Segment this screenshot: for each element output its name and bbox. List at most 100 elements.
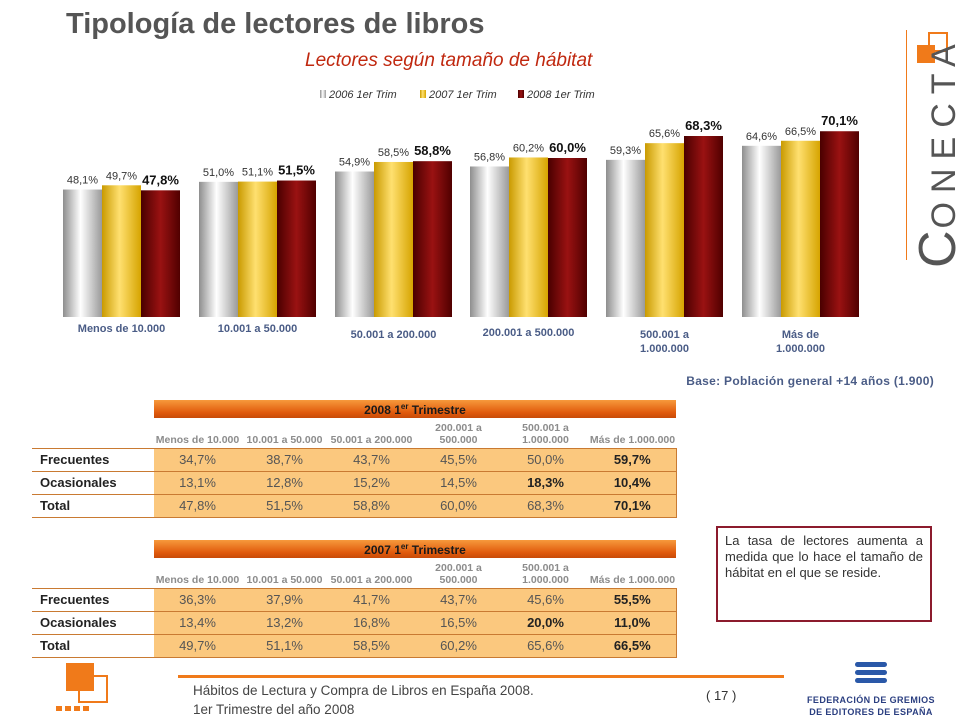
col-header: Menos de 10.000 [155, 573, 240, 586]
data-label: 60,2% [513, 142, 544, 154]
row-label: Total [32, 633, 154, 658]
federation-line2: DE EDITORES DE ESPAÑA [809, 707, 933, 717]
row-label: Ocasionales [32, 470, 154, 494]
row-label: Ocasionales [32, 610, 154, 634]
data-label: 51,0% [203, 167, 234, 179]
col-header: 200.001 a 500.000 [435, 421, 482, 446]
page-number: ( 17 ) [706, 688, 737, 703]
bar-2007 [645, 143, 684, 317]
data-label: 60,0% [549, 140, 586, 155]
data-label: 54,9% [339, 157, 370, 169]
category-label: Más de 1.000.000 [776, 329, 825, 355]
footer-logo-square [66, 663, 94, 691]
data-label: 49,7% [106, 170, 137, 182]
col-header: 50.001 a 200.000 [330, 433, 413, 446]
table-cell: 51,1% [241, 633, 328, 658]
table-cell: 58,8% [328, 493, 415, 518]
legend-swatch [518, 90, 524, 98]
table-cell: 41,7% [328, 587, 415, 611]
bar-2006 [470, 166, 509, 317]
table-cell: 45,5% [415, 447, 502, 471]
table-row: Total 47,8% 51,5% 58,8% 60,0% 68,3% 70,1% [32, 493, 677, 518]
bar-2006 [199, 181, 238, 317]
data-label: 65,6% [649, 128, 680, 140]
col-header: 10.001 a 50.000 [246, 433, 323, 446]
data-label: 51,1% [242, 167, 273, 179]
row-label: Total [32, 493, 154, 518]
table-row: Ocasionales 13,4% 13,2% 16,8% 16,5% 20,0% 11,0… [32, 610, 677, 634]
table-cell: 50,0% [502, 447, 589, 471]
footer-logo-dots [56, 706, 90, 711]
table-cell: 20,0% [502, 610, 589, 634]
bar-2008 [413, 161, 452, 317]
table-row: Ocasionales 13,1% 12,8% 15,2% 14,5% 18,3% 10,4… [32, 470, 677, 494]
col-header: Menos de 10.000 [155, 433, 240, 446]
legend-swatch [320, 90, 326, 98]
footer-line1: Hábitos de Lectura y Compra de Libros en… [193, 683, 534, 698]
table-cell: 49,7% [154, 633, 241, 658]
base-note: Base: Población general +14 años (1.900) [686, 374, 934, 388]
data-label: 64,6% [746, 131, 777, 143]
table-cell: 55,5% [589, 587, 677, 611]
table-cell: 43,7% [415, 587, 502, 611]
table-2008: 2008 1er Trimestre Menos de 10.000 10.00… [32, 400, 677, 518]
bar-2006 [335, 171, 374, 317]
data-label: 47,8% [142, 172, 179, 187]
federation-mark-icon [851, 660, 891, 690]
brand-line [906, 30, 907, 260]
row-label: Frecuentes [32, 447, 154, 471]
chart-subtitle: Lectores según tamaño de hábitat [305, 50, 593, 71]
col-header: Más de 1.000.000 [589, 433, 676, 446]
bar-2008 [684, 136, 723, 317]
table-cell: 58,5% [328, 633, 415, 658]
row-label: Frecuentes [32, 587, 154, 611]
bar-chart: 2006 1er Trim 2007 1er Trim 2008 1er Trim … [63, 89, 859, 355]
table-cell: 12,8% [241, 470, 328, 494]
bar-2006 [63, 189, 102, 317]
legend-label: 2006 1er Trim [328, 89, 397, 101]
table-cell: 13,1% [154, 470, 241, 494]
bar-2007 [509, 157, 548, 317]
footer-divider [178, 675, 784, 678]
data-label: 66,5% [785, 126, 816, 138]
bar-2008 [820, 131, 859, 317]
table-cell: 11,0% [589, 610, 677, 634]
brand-square-filled [917, 45, 935, 63]
data-label: 58,8% [414, 143, 451, 158]
table-cell: 16,5% [415, 610, 502, 634]
table-cell: 36,3% [154, 587, 241, 611]
data-label: 70,1% [821, 113, 858, 128]
legend-label: 2008 1er Trim [526, 89, 595, 101]
table-2008-band: 2008 1er Trimestre [154, 400, 676, 418]
brand-initial: C [909, 228, 960, 268]
col-header: Más de 1.000.000 [589, 573, 676, 586]
col-header: 50.001 a 200.000 [330, 573, 413, 586]
bar-2006 [742, 145, 781, 317]
table-cell: 15,2% [328, 470, 415, 494]
data-label: 58,5% [378, 147, 409, 159]
data-label: 51,5% [278, 163, 315, 178]
data-label: 59,3% [610, 145, 641, 157]
table-cell: 66,5% [589, 633, 677, 658]
col-header: 200.001 a 500.000 [435, 561, 482, 586]
federation-logo: FEDERACIÓN DE GREMIOS DE EDITORES DE ESP… [806, 660, 936, 718]
page-title: Tipología de lectores de libros [66, 8, 485, 40]
bar-2006 [606, 159, 645, 317]
data-label: 68,3% [685, 118, 722, 133]
bar-2007 [102, 185, 141, 317]
category-label: 50.001 a 200.000 [351, 329, 437, 341]
table-cell: 70,1% [589, 493, 677, 518]
category-label: Menos de 10.000 [78, 323, 165, 335]
bar-2008 [277, 180, 316, 317]
bar-2007 [781, 140, 820, 317]
table-cell: 47,8% [154, 493, 241, 518]
footer-line2: 1er Trimestre del año 2008 [193, 702, 355, 717]
table-row: Frecuentes 36,3% 37,9% 41,7% 43,7% 45,6% 55,5% [32, 587, 677, 611]
table-cell: 59,7% [589, 447, 677, 471]
table-cell: 60,2% [415, 633, 502, 658]
bar-2007 [374, 161, 413, 317]
brand-square-outline [928, 32, 948, 52]
legend-label: 2007 1er Trim [428, 89, 497, 101]
table-row: Total 49,7% 51,1% 58,5% 60,2% 65,6% 66,5% [32, 633, 677, 658]
category-label: 500.001 a 1.000.000 [640, 329, 690, 355]
